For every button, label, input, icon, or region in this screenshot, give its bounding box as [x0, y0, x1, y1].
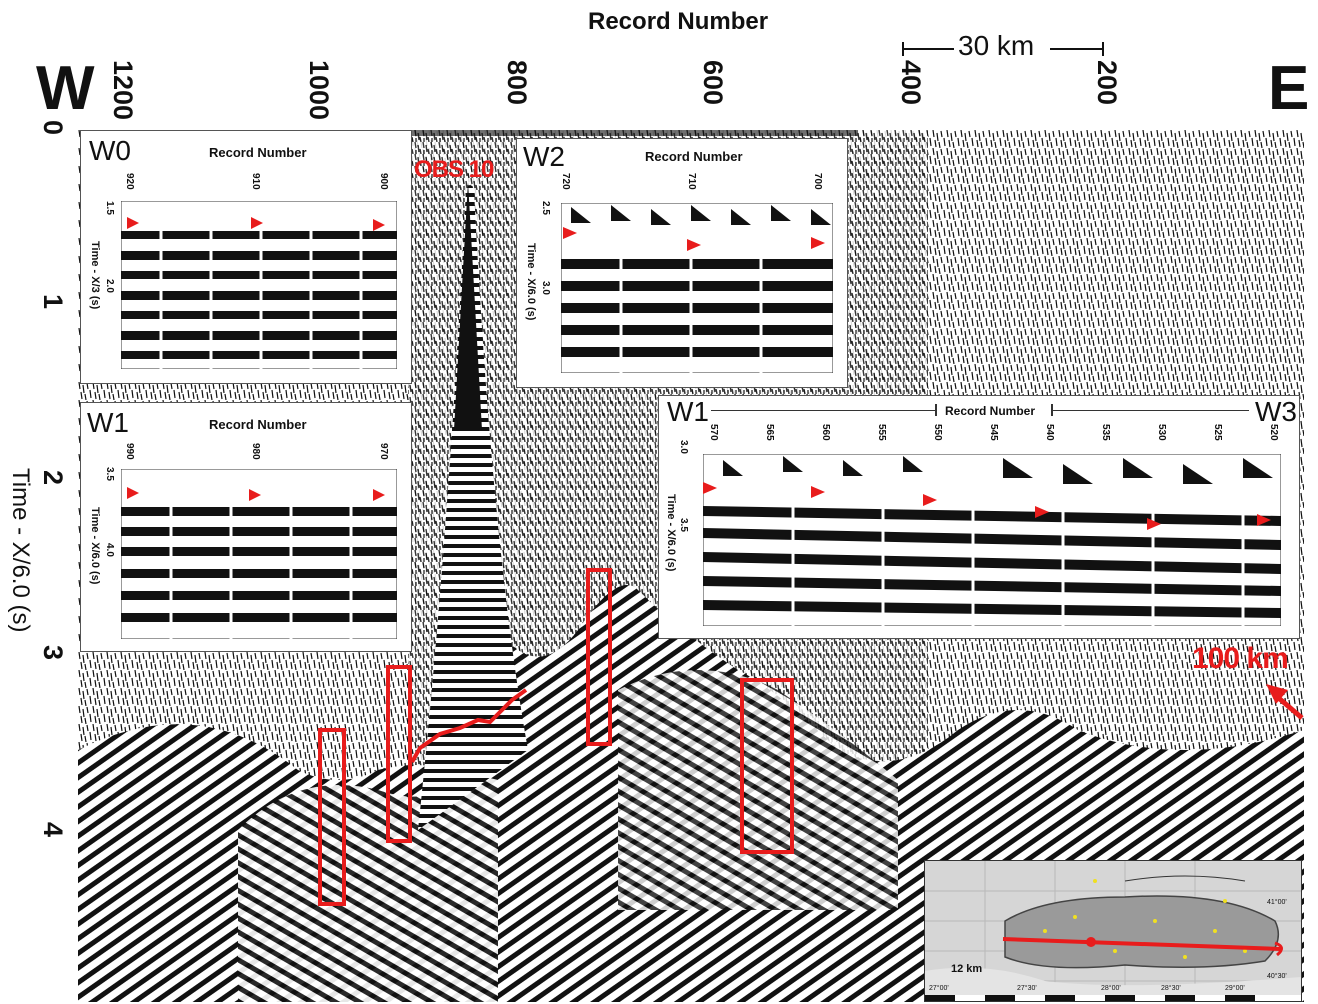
inset-w0-label: W0: [89, 135, 131, 166]
location-map-inset: 12 km 41°00' 40°30' 27°00' 27°30' 28°00'…: [924, 860, 1302, 1002]
map-lon-label-3: 28°30': [1161, 985, 1181, 992]
inset-w13-traces: [703, 454, 1281, 626]
inset-w1-title: Record Number: [209, 417, 307, 432]
inset-w13-title: Record Number: [945, 404, 1036, 418]
inset-w1-w3: W1 W3 Record Number 570 565 560 555 550 …: [658, 395, 1300, 639]
distance-arrow-head: [1266, 684, 1288, 704]
highlight-box-3: [586, 568, 612, 746]
scale-bar-label: 30 km: [958, 30, 1035, 61]
inset-w0-title: Record Number: [209, 145, 307, 160]
location-map: [925, 861, 1301, 1001]
inset-w1-traces: [121, 469, 397, 639]
obs-label: OBS 10: [414, 156, 494, 183]
map-scale-label: 12 km: [951, 963, 983, 975]
map-lon-label-2: 28°00': [1101, 985, 1121, 992]
top-axis-title: Record Number: [588, 8, 769, 35]
scale-bar: 30 km: [902, 30, 1104, 61]
highlight-box-2: [386, 665, 412, 843]
inset-w0: W0 Record Number 920 910 900 1.5 2.0 Tim…: [80, 130, 412, 384]
highlight-box-1: [318, 728, 346, 906]
map-lat-label-0: 41°00': [1267, 899, 1287, 906]
distance-label: 100 km: [1192, 642, 1289, 675]
east-label: E: [1268, 54, 1310, 123]
map-lon-label-4: 29°00': [1225, 985, 1245, 992]
inset-w1-label: W1: [87, 407, 129, 438]
inset-w2-label: W2: [523, 141, 565, 172]
map-lat-label-1: 40°30': [1267, 973, 1287, 980]
inset-w2-title: Record Number: [645, 149, 743, 164]
highlight-box-4: [740, 678, 794, 854]
west-label: W: [36, 54, 95, 123]
inset-w1: W1 Record Number 990 980 970 3.5 4.0 Tim…: [80, 402, 412, 652]
map-lon-label-1: 27°30': [1017, 985, 1037, 992]
profile-line: [1002, 937, 1282, 951]
inset-w13-label-right: W3: [1255, 396, 1297, 427]
map-lon-label-0: 27°00': [929, 985, 949, 992]
inset-w13-label-left: W1: [667, 396, 709, 427]
inset-w2-traces: [561, 203, 833, 373]
interpreted-arrival-line: [410, 688, 528, 763]
inset-w2: W2 Record Number 720 710 700 2.5 3.0 Tim…: [516, 138, 848, 388]
inset-w0-traces: [121, 201, 397, 369]
